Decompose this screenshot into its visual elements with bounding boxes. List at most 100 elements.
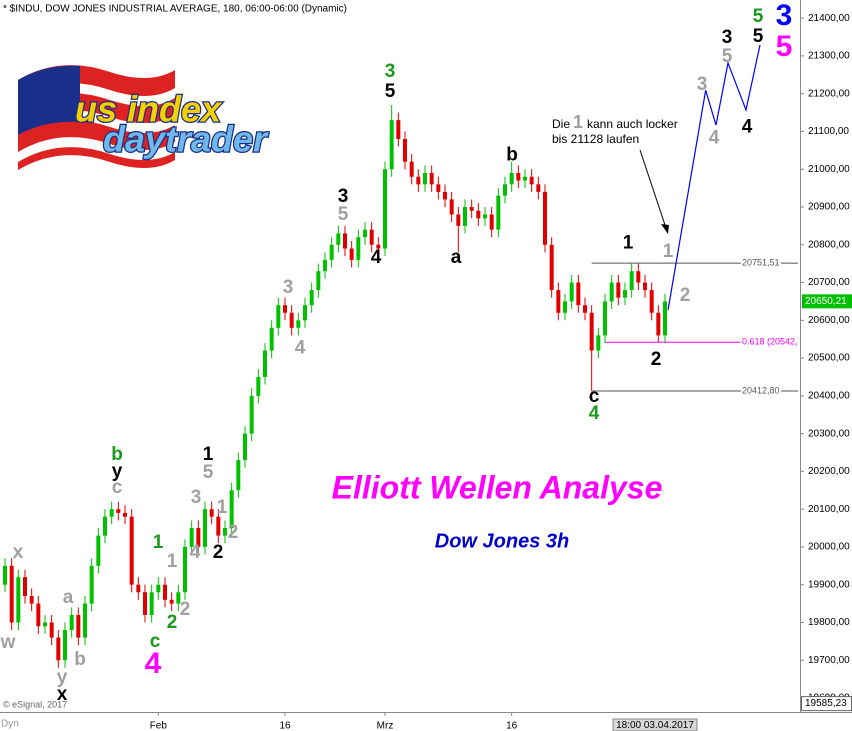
- note-text: kann auch locker: [587, 117, 678, 131]
- y-tick-label: 20300,00: [808, 428, 850, 439]
- candle-body: [303, 305, 307, 321]
- wave-label: w: [0, 632, 16, 653]
- candle-body: [643, 282, 647, 291]
- wave-label: 1: [203, 444, 214, 465]
- wave-label: b: [74, 649, 86, 670]
- candle-body: [76, 614, 81, 638]
- candle-body: [269, 327, 274, 351]
- candle-body: [416, 176, 421, 185]
- candle-body: [189, 528, 194, 547]
- note-arrow: [639, 149, 667, 229]
- y-tick-label: 21100,00: [808, 126, 849, 137]
- candle-body: [463, 206, 467, 226]
- candle-body: [369, 229, 374, 245]
- candle-body: [656, 312, 661, 336]
- projection-line: [667, 44, 761, 311]
- candle-body: [203, 509, 207, 547]
- wave-label: 4: [371, 247, 382, 268]
- candle-body: [589, 312, 594, 351]
- candle-body: [83, 603, 87, 638]
- candle-body: [89, 565, 94, 604]
- y-tick-label: 20600,00: [808, 315, 850, 326]
- candle-body: [243, 433, 247, 461]
- wave-label: 3: [385, 61, 396, 82]
- candle-body: [16, 577, 21, 623]
- candle-body: [629, 271, 634, 291]
- candle-body: [356, 237, 361, 260]
- candle-body: [263, 350, 267, 377]
- wave-label: 1: [663, 241, 674, 262]
- flag-stripes: [18, 83, 175, 162]
- candle-body: [603, 301, 607, 336]
- y-tick-label: 21200,00: [808, 88, 850, 99]
- note: Die 1 kann auch locker bis 21128 laufen: [552, 112, 678, 234]
- wave-label: 3: [722, 27, 733, 48]
- candle-body: [149, 592, 154, 615]
- y-tick-label: 20700,00: [808, 277, 850, 288]
- candle-body: [163, 584, 167, 600]
- candle-body: [376, 244, 381, 249]
- wave-label: 4: [145, 647, 162, 680]
- subtitle: Dow Jones 3h: [435, 530, 569, 552]
- wave-label: 5: [203, 462, 214, 483]
- candle-body: [409, 161, 414, 177]
- candle-body: [43, 622, 47, 627]
- candle-body: [523, 176, 527, 181]
- header: * $INDU, DOW JONES INDUSTRIAL AVERAGE, 1…: [3, 4, 347, 15]
- wave-label: b: [506, 144, 518, 165]
- candle-body: [216, 516, 221, 536]
- y-tick-label: 21300,00: [808, 51, 850, 62]
- candle-body: [56, 637, 61, 661]
- candle-body: [276, 305, 281, 328]
- candle-body: [63, 630, 67, 661]
- wave-label: 5: [338, 204, 349, 225]
- candle-body: [623, 290, 627, 298]
- flag-canton: [18, 65, 80, 135]
- wave-label: a: [63, 587, 74, 608]
- copyright: © eSignal, 2017: [3, 699, 67, 709]
- candle-body: [69, 614, 74, 631]
- candle-body: [443, 191, 447, 200]
- candle-body: [176, 592, 181, 604]
- candle-body: [423, 172, 427, 185]
- candle-body: [123, 512, 127, 517]
- candle-body: [483, 214, 487, 219]
- candle-body: [449, 199, 454, 215]
- candle-body: [536, 184, 541, 192]
- y-tick-label: 20500,00: [808, 353, 850, 364]
- candle-body: [196, 528, 201, 547]
- candle-body: [256, 376, 261, 396]
- note-arrowhead: [661, 224, 669, 234]
- y-tick-label: 21400,00: [808, 13, 850, 24]
- candle-body: [596, 335, 601, 351]
- candle-body: [96, 535, 101, 566]
- wave-label: 1: [217, 497, 228, 518]
- candle-body: [383, 169, 387, 249]
- y-tick-label: 20400,00: [808, 390, 850, 401]
- crosshair-date-box: [612, 718, 698, 731]
- wave-label: 3: [697, 74, 708, 95]
- wave-label: y: [112, 461, 123, 482]
- last-price-label: 20650,21: [805, 296, 847, 307]
- wave-label: 4: [589, 403, 600, 424]
- wave-label: 4: [190, 542, 201, 563]
- wave-label: c: [589, 386, 600, 407]
- wave-label: 4: [295, 337, 306, 358]
- candle-body: [496, 195, 501, 230]
- candle-body: [103, 516, 107, 536]
- wave-label: c: [112, 477, 123, 498]
- x-tick-label: Feb: [150, 721, 168, 731]
- wave-label: 3: [283, 277, 294, 298]
- candle-body: [543, 191, 547, 245]
- candle-body: [329, 244, 334, 260]
- level-label: 20412,80: [742, 385, 780, 395]
- wave-label: x: [13, 542, 24, 563]
- candle-body: [363, 229, 367, 238]
- crosshair-price-label: 19585,23: [805, 698, 847, 709]
- y-tick-label: 19900,00: [808, 579, 850, 590]
- logo: us index daytrader: [18, 65, 270, 170]
- candle-body: [36, 603, 41, 627]
- candle-body: [349, 248, 354, 260]
- wave-label: 1: [623, 232, 634, 253]
- wave-label: 5: [385, 81, 396, 102]
